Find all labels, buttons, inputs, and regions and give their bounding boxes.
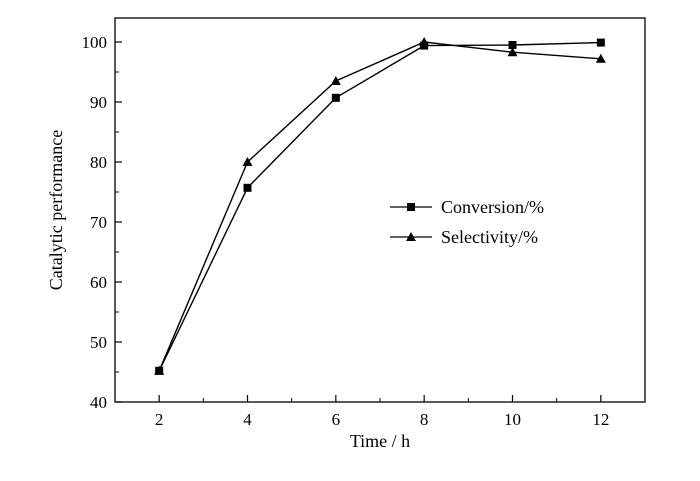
legend-label-conversion: Conversion/% (441, 197, 544, 217)
x-tick-label: 4 (243, 410, 252, 429)
series-line-conversion (158, 41, 601, 372)
legend-item-selectivity: Selectivity/% (390, 227, 538, 247)
legend: Conversion/% Selectivity/% (390, 197, 544, 247)
data-point-selectivity (154, 365, 165, 375)
legend-marker-square (407, 203, 415, 211)
legend-item-conversion: Conversion/% (390, 197, 544, 217)
x-tick-label: 6 (332, 410, 341, 429)
y-tick-label: 90 (90, 93, 107, 112)
y-axis-label: Catalytic performance (46, 130, 66, 290)
x-tick-label: 10 (504, 410, 521, 429)
y-tick-label: 70 (90, 213, 107, 232)
y-tick-label: 60 (90, 273, 107, 292)
y-tick-label: 80 (90, 153, 107, 172)
data-point-selectivity (595, 53, 606, 63)
data-point-conversion (243, 183, 252, 192)
data-point-selectivity (330, 76, 341, 85)
y-tick-label: 40 (90, 393, 107, 412)
data-point-selectivity (507, 47, 518, 57)
series-layer (154, 37, 606, 375)
y-tick-label: 100 (82, 33, 108, 52)
series-line-selectivity (158, 41, 601, 372)
data-point-conversion (331, 93, 340, 102)
data-point-selectivity (419, 37, 430, 46)
data-point-conversion (508, 41, 517, 49)
data-point-selectivity (242, 157, 253, 166)
y-axis: 40 50 60 70 80 90 100 (82, 33, 122, 412)
legend-marker-triangle (406, 232, 416, 241)
x-axis: 2 4 6 8 10 12 (114, 395, 646, 429)
legend-label-selectivity: Selectivity/% (441, 227, 538, 247)
x-tick-label: 2 (155, 410, 164, 429)
data-point-conversion (596, 38, 605, 47)
plot-frame (114, 17, 646, 403)
y-tick-label: 50 (90, 333, 107, 352)
x-axis-label: Time / h (350, 431, 410, 451)
x-tick-label: 12 (592, 410, 609, 429)
x-tick-label: 8 (420, 410, 429, 429)
